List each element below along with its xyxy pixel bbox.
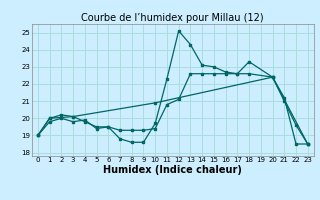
X-axis label: Humidex (Indice chaleur): Humidex (Indice chaleur) [103, 165, 242, 175]
Title: Courbe de l’humidex pour Millau (12): Courbe de l’humidex pour Millau (12) [82, 13, 264, 23]
